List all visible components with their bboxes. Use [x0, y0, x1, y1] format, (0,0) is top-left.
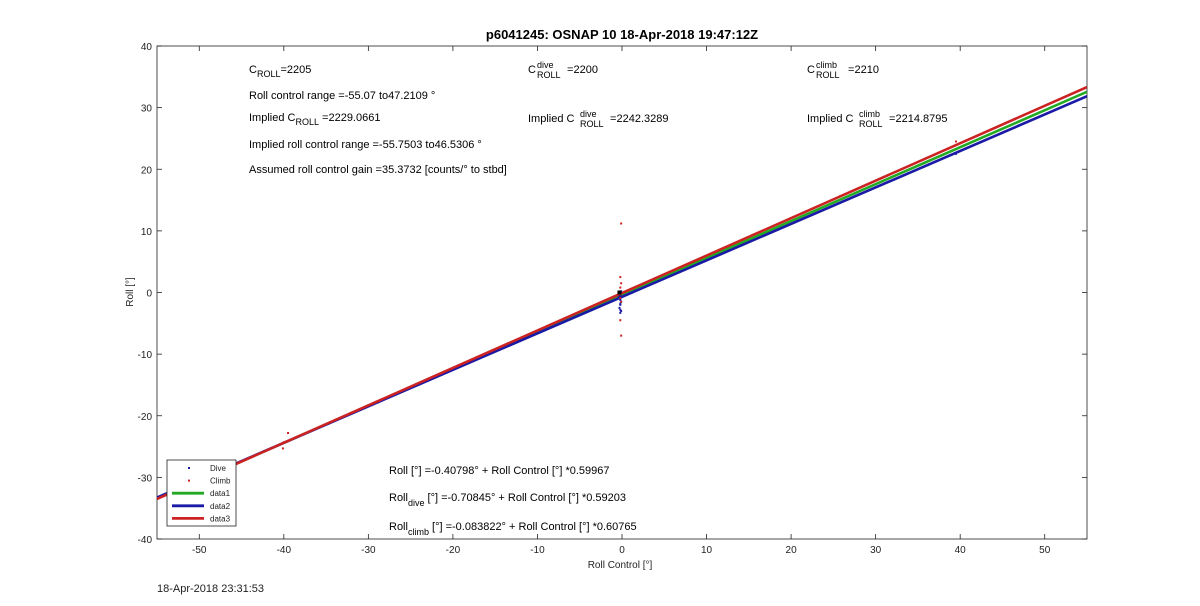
legend-marker-dive — [188, 467, 190, 469]
legend-label-dive: Dive — [210, 464, 227, 473]
legend-label-data3: data3 — [210, 514, 231, 523]
data-point-dive — [619, 302, 622, 305]
legend-marker-climb — [188, 479, 190, 482]
y-tick-label: -20 — [138, 412, 153, 423]
annotation-roll-control-gain: Assumed roll control gain =35.3732 [coun… — [249, 164, 507, 176]
annotation-roll-control-range: Roll control range =-55.07 to47.2109 ° — [249, 90, 435, 102]
plot-series-group — [157, 85, 1087, 501]
x-axis-label: Roll Control [°] — [588, 560, 653, 571]
data-point-climb — [620, 334, 623, 337]
annotation-fit-dive: Rolldive [°] =-0.70845° + Roll Control [… — [389, 492, 626, 508]
y-tick-label: 10 — [141, 227, 153, 238]
annotation-implied-c-roll: Implied CROLL =2229.0661 — [249, 112, 380, 127]
x-tick-label: 50 — [1039, 545, 1051, 556]
annotation-fit-climb: Rollclimb [°] =-0.083822° + Roll Control… — [389, 521, 637, 537]
data-point-dive — [619, 298, 622, 301]
x-tick-label: -50 — [192, 545, 207, 556]
chart-legend: Dive Climb data1 data2 data3 — [166, 459, 237, 527]
data-point-dive — [620, 309, 623, 312]
data-point-dive — [619, 308, 622, 311]
x-tick-label: 0 — [619, 545, 625, 556]
data-point-dive — [617, 296, 620, 299]
data-point-dive — [618, 294, 621, 297]
x-tick-label: -40 — [277, 545, 292, 556]
x-tick-label: 10 — [701, 545, 713, 556]
annotation-c-roll: CROLL=2205 — [249, 64, 311, 79]
y-tick-label: 30 — [141, 104, 153, 115]
x-tick-label: 20 — [786, 545, 798, 556]
y-tick-label: -30 — [138, 473, 153, 484]
data-point-dive — [618, 306, 621, 309]
legend-label-climb: Climb — [210, 477, 231, 486]
annotation-c-dive: Cdive ROLL =2200 — [528, 60, 598, 80]
data-point-climb — [281, 447, 284, 450]
x-tick-label: -30 — [361, 545, 376, 556]
y-tick-label: -10 — [138, 350, 153, 361]
data-point-climb — [282, 441, 285, 444]
y-tick-label: 0 — [146, 289, 152, 300]
data-point-climb — [620, 300, 623, 303]
y-tick-label: -40 — [138, 535, 153, 546]
origin-marker — [617, 290, 622, 295]
data-point-dive — [619, 303, 622, 306]
data-point-climb — [954, 140, 957, 143]
data-point-dive — [954, 152, 957, 155]
x-tick-label: -20 — [446, 545, 461, 556]
data-point-climb — [620, 282, 623, 285]
data-point-dive — [620, 295, 623, 298]
y-axis-label: Roll [°] — [125, 277, 136, 307]
legend-label-data2: data2 — [210, 502, 231, 511]
data-point-dive — [619, 311, 622, 314]
data-point-climb — [619, 276, 622, 279]
data-point-climb — [619, 319, 622, 322]
annotation-fit-all: Roll [°] =-0.40798° + Roll Control [°] *… — [389, 465, 610, 477]
annotation-c-climb: Cclimb ROLL =2210 — [807, 60, 879, 80]
data-point-climb — [619, 286, 622, 289]
y-tick-label: 20 — [141, 165, 153, 176]
annotation-implied-roll-range: Implied roll control range =-55.7503 to4… — [249, 139, 482, 151]
print-timestamp: 18-Apr-2018 23:31:53 — [157, 583, 265, 595]
y-tick-label: 40 — [141, 42, 153, 53]
x-tick-label: -10 — [530, 545, 545, 556]
chart-title: p6041245: OSNAP 10 18-Apr-2018 19:47:12Z — [486, 27, 758, 42]
fit-line-data3 — [157, 85, 1087, 501]
x-tick-label: 30 — [870, 545, 882, 556]
data-point-climb — [619, 297, 622, 300]
data-point-climb — [620, 222, 623, 225]
legend-label-data1: data1 — [210, 489, 231, 498]
x-tick-label: 40 — [955, 545, 967, 556]
data-point-climb — [287, 432, 290, 435]
